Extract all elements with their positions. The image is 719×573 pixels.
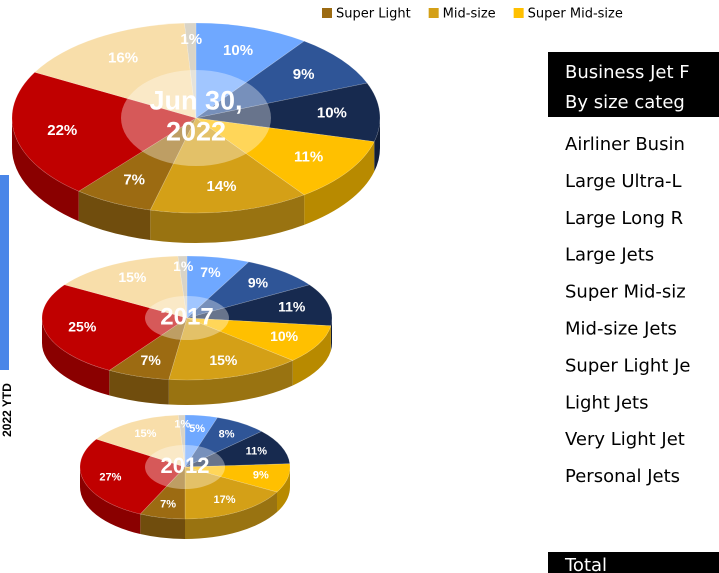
pie-slice (79, 438, 186, 515)
pie-slice (186, 317, 332, 361)
pie-side (168, 360, 293, 406)
pie-slice (184, 463, 291, 493)
slice-label: 15% (134, 428, 156, 440)
pie-side (78, 191, 151, 241)
pie-slice (168, 317, 294, 381)
pie-slice (184, 414, 218, 469)
pie-side (185, 492, 278, 539)
legend-swatch (322, 8, 332, 18)
pie-title: Jun 30, (149, 86, 242, 116)
slice-label: 1% (173, 258, 194, 274)
table-row: Personal Jets (565, 466, 680, 487)
pie-slice (95, 414, 186, 468)
pie-side (80, 467, 141, 535)
pie-slice (177, 255, 188, 319)
pie-slice (184, 22, 197, 119)
pie-side (330, 318, 332, 351)
slice-label: 1% (180, 31, 202, 48)
pie-slice (186, 261, 311, 319)
slice-label: 10% (317, 105, 347, 122)
table-header: Business Jet F (565, 62, 690, 83)
pie-slice (78, 117, 197, 211)
table-row: Airliner Busin (565, 134, 685, 155)
legend-label: Super Mid-size (528, 7, 623, 22)
pie-slice (108, 317, 188, 380)
table-row: Super Light Je (565, 355, 690, 376)
pie-title: 2012 (161, 453, 210, 478)
pie-slice (41, 284, 188, 371)
table-row: Very Light Jet (565, 429, 685, 450)
pie-slice (186, 255, 250, 319)
slice-label: 17% (214, 494, 236, 506)
slice-label: 14% (206, 178, 236, 195)
slice-label: 5% (189, 423, 205, 435)
pie-slice (195, 82, 381, 142)
center-highlight (145, 445, 225, 489)
table-footer-bg (548, 552, 719, 573)
table-row: Mid-size Jets (565, 319, 677, 340)
slice-label: 11% (246, 446, 268, 458)
pie-slice (178, 414, 186, 468)
pie-slice (63, 255, 188, 319)
table-row: Large Jets (565, 245, 654, 266)
slice-label: 27% (99, 472, 121, 484)
legend-swatch (513, 8, 524, 18)
pie-slice (186, 284, 333, 327)
legend-label: Super Light (336, 7, 411, 22)
slice-label: 7% (200, 264, 221, 280)
pie-side (12, 118, 79, 222)
pie-slice (184, 466, 278, 520)
table-footer: Total (564, 555, 607, 573)
table-row: Large Ultra-L (565, 171, 682, 192)
axis-label: 2022 YTD (0, 383, 14, 437)
slice-label: 15% (209, 352, 238, 368)
legend-label: Mid-size (443, 7, 496, 22)
pie-slice (149, 117, 305, 214)
cropped-bar (0, 175, 9, 370)
slice-label: 22% (47, 122, 77, 139)
pie-side (292, 325, 331, 386)
table-row: Large Long R (565, 208, 683, 229)
slice-label: 9% (293, 66, 315, 83)
pie-side (109, 370, 169, 405)
pie-title: 2017 (160, 303, 213, 330)
pie-slice (195, 117, 375, 196)
pie-slice (195, 22, 305, 119)
pie-side (374, 118, 380, 172)
slice-label: 16% (108, 50, 138, 67)
pie-side (140, 514, 185, 539)
pie-slice (34, 22, 197, 119)
pie-slice (11, 71, 197, 192)
pie-slice (184, 417, 263, 468)
table-row: Light Jets (565, 392, 648, 413)
slice-label: 25% (68, 319, 97, 335)
pie-side (150, 194, 305, 243)
pie-slice (139, 466, 186, 520)
slice-label: 8% (219, 428, 235, 440)
pie-slice (195, 40, 368, 119)
table-row: Super Mid-siz (565, 282, 686, 303)
slice-label: 10% (270, 328, 299, 344)
slice-label: 15% (118, 269, 147, 285)
slice-label: 1% (174, 418, 190, 430)
slice-label: 7% (123, 172, 145, 189)
center-highlight (121, 70, 271, 166)
table-header-bg (548, 52, 719, 117)
slice-label: 9% (253, 469, 269, 481)
slice-label: 9% (248, 274, 269, 290)
pie-side (304, 141, 375, 225)
pie-title: 2022 (166, 117, 226, 147)
pie-slice (184, 431, 291, 468)
table-header: By size categ (565, 92, 685, 113)
slice-label: 7% (160, 498, 176, 510)
pie-side (277, 467, 290, 513)
slice-label: 11% (278, 299, 306, 315)
pie-side (42, 318, 110, 396)
slice-label: 11% (294, 148, 323, 165)
slice-label: 7% (141, 352, 162, 368)
slice-label: 10% (223, 42, 253, 59)
legend-swatch (428, 8, 439, 18)
center-highlight (145, 296, 229, 340)
